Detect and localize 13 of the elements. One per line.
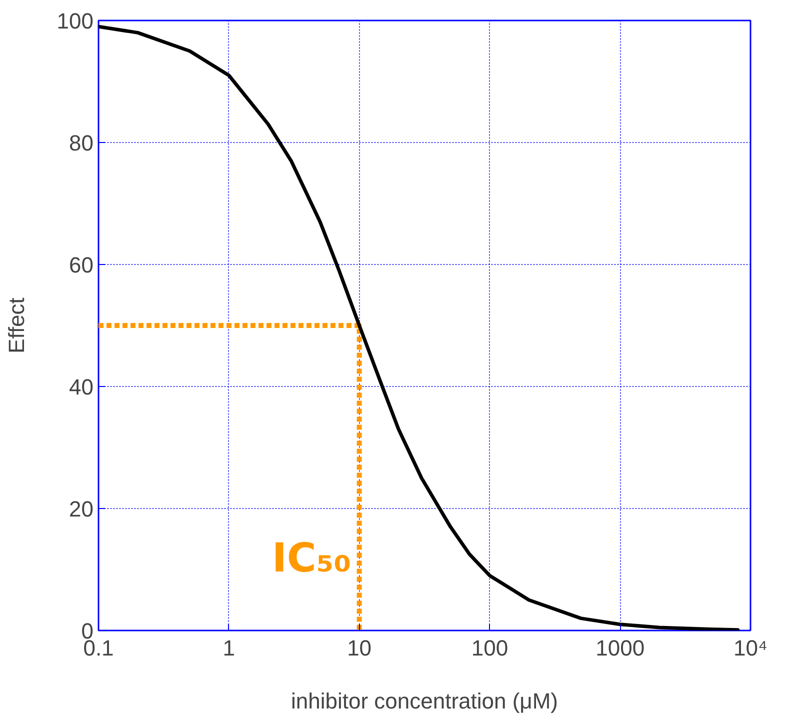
y-tick-label: 40 <box>69 374 94 400</box>
x-tick-label: 10 <box>347 636 372 660</box>
x-tick-label: 1 <box>222 636 236 660</box>
annotation: IC₅₀ <box>272 536 352 582</box>
y-tick-label: 60 <box>69 252 94 278</box>
y-tick-label: 20 <box>69 496 94 522</box>
y-axis-title: Effect <box>4 298 29 354</box>
x-axis-title: inhibitor concentration (μM) <box>290 688 558 714</box>
y-tick-label: 80 <box>69 130 94 156</box>
x-tick-label: 1000 <box>596 636 645 660</box>
x-tick-label: 100 <box>471 636 508 660</box>
x-tick-label: 10⁴ <box>734 636 768 660</box>
y-tick-label: 100 <box>56 8 94 34</box>
